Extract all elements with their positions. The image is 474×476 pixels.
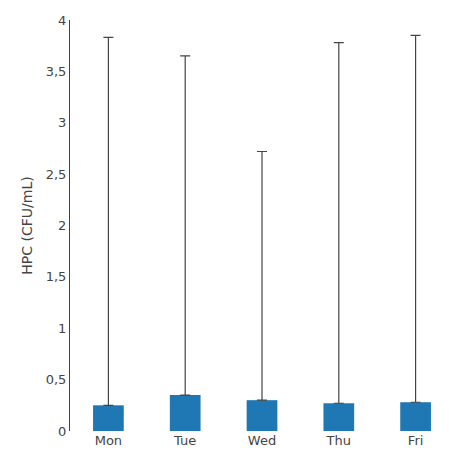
svg-text:HPC (CFU/mL): HPC (CFU/mL): [19, 176, 35, 274]
svg-text:Wed: Wed: [248, 433, 276, 448]
svg-text:1,5: 1,5: [46, 269, 67, 284]
svg-text:0: 0: [58, 424, 66, 439]
svg-text:Fri: Fri: [408, 433, 424, 448]
svg-text:4: 4: [58, 13, 66, 28]
svg-text:Thu: Thu: [326, 433, 351, 448]
svg-text:3,5: 3,5: [46, 64, 67, 79]
svg-text:1: 1: [58, 321, 66, 336]
svg-text:0,5: 0,5: [46, 372, 67, 387]
svg-text:3: 3: [58, 115, 66, 130]
svg-text:Mon: Mon: [95, 433, 122, 448]
svg-text:Tue: Tue: [173, 433, 196, 448]
svg-text:2,5: 2,5: [46, 167, 67, 182]
svg-text:2: 2: [58, 218, 66, 233]
